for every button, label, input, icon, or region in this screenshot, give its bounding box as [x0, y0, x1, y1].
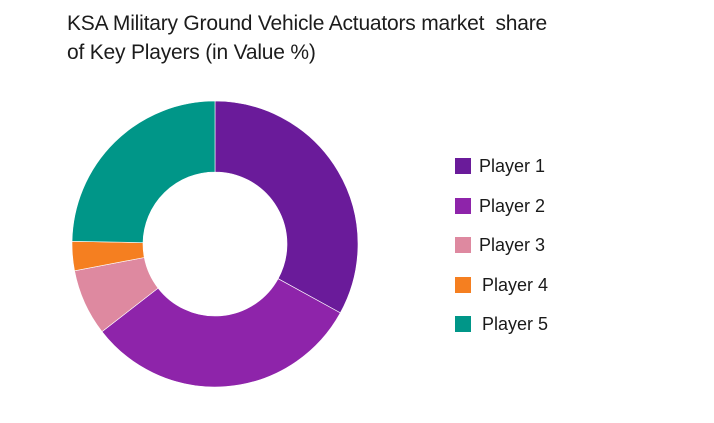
legend-label-player-5: Player 5	[482, 313, 549, 334]
chart-title-line-2: of Key Players (in Value %)	[67, 41, 316, 64]
legend-swatch-player-2	[455, 198, 471, 214]
legend-swatch-player-5	[455, 316, 471, 332]
legend-swatch-player-1	[455, 158, 471, 174]
legend-label-player-2: Player 2	[479, 195, 546, 216]
legend-swatch-player-4	[455, 277, 471, 293]
chart-title: KSA Military Ground Vehicle Actuators ma…	[67, 9, 687, 67]
legend-item-player-5: Player 5	[455, 314, 548, 334]
legend-item-player-1: Player 1	[455, 156, 545, 176]
legend-label-player-4: Player 4	[482, 274, 549, 295]
legend-label-player-3: Player 3	[479, 234, 546, 255]
donut-segment-player-2	[101, 278, 341, 388]
legend-item-player-4: Player 4	[455, 275, 548, 295]
legend-item-player-3: Player 3	[455, 235, 545, 255]
donut-segment-player-5	[71, 100, 216, 243]
legend-swatch-player-3	[455, 237, 471, 253]
legend-label-player-1: Player 1	[479, 155, 546, 176]
chart-title-line-1: KSA Military Ground Vehicle Actuators ma…	[67, 12, 548, 35]
donut-segment-player-1	[214, 100, 359, 314]
legend-item-player-2: Player 2	[455, 196, 545, 216]
